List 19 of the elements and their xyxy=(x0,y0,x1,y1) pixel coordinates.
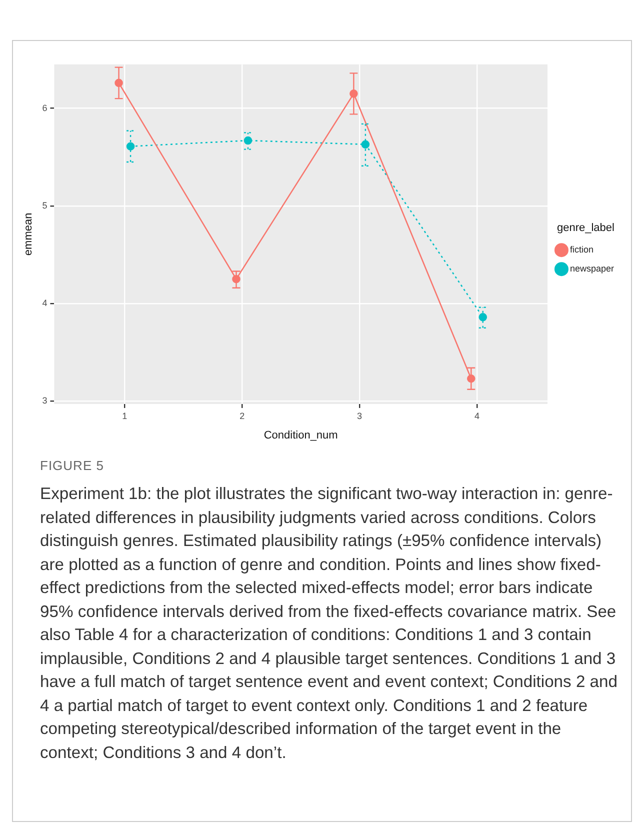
point xyxy=(244,136,252,145)
y-tick-label: 6 xyxy=(42,102,48,113)
point xyxy=(361,140,370,149)
x-axis-title: Condition_num xyxy=(264,429,338,442)
text: Experiment 1b: the plot illustrates the significant two-way interaction in: genre-related differences in plausibility judgments varied across conditions. Colors distinguish genres. Estimated plausibility ratings (±95% confidence intervals) are plotted as a function of genre and condition. Points and lines show fixed-effect predictions from the selected mixed-effects model; error bars indicate 95% confidence intervals derived from the fixed-effects covariance matrix. See also Table 4 for a characterization of conditions: Conditions 1 and 3 contain implausible, Conditions 2 and 4 plausible target sentences. Conditions 1 and 3 have a full match of target sentence event and event context; Conditions 2 and 4 a partial match of target to event context only. Conditions 1 and 2 feature competing stereotypical/described information of the target event in the context; Conditions 3 and 4 don’t. xyxy=(40,484,618,762)
x-tick-label: 1 xyxy=(122,410,128,421)
x-tick-label: 3 xyxy=(357,410,362,421)
point xyxy=(478,313,488,322)
y-tick-label: 4 xyxy=(42,298,48,308)
y-tick-label: 3 xyxy=(42,396,48,406)
point xyxy=(126,142,135,151)
y-tick-label: 5 xyxy=(42,200,48,210)
legend-label: newspaper xyxy=(570,264,614,274)
legend-title: genre_label xyxy=(556,222,614,234)
y-axis-title: emmean xyxy=(22,212,35,256)
x-tick-label: 2 xyxy=(240,410,245,421)
caption: FIGURE 5 xyxy=(40,458,104,473)
x-tick-label: 4 xyxy=(474,410,480,421)
legend-label: fiction xyxy=(570,244,594,255)
